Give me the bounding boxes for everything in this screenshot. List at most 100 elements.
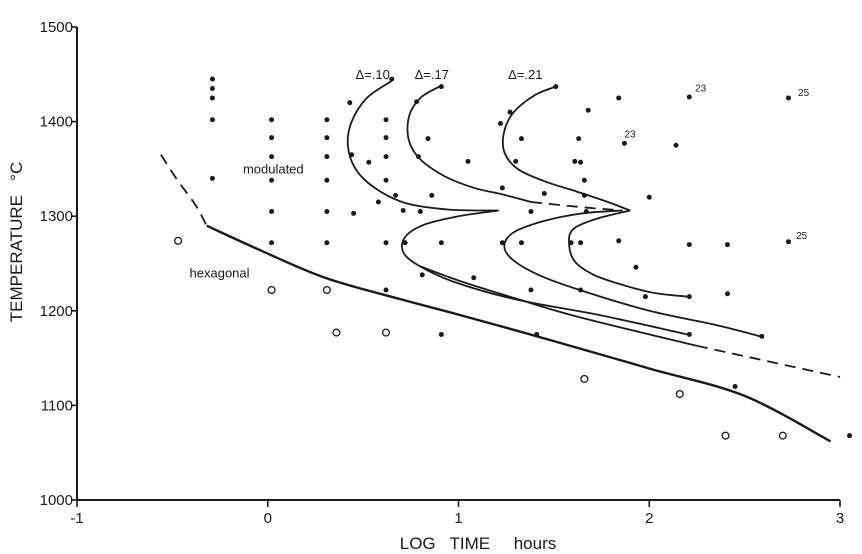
y-tick-label: 1400 <box>40 114 73 131</box>
filled-data-point <box>578 240 584 246</box>
annotation-label: 25 <box>796 231 808 242</box>
curve-0 <box>206 224 832 443</box>
filled-data-point <box>347 100 353 106</box>
filled-data-point <box>324 240 330 246</box>
filled-data-point <box>375 199 381 205</box>
filled-data-point <box>518 136 524 142</box>
filled-data-point <box>349 152 355 158</box>
filled-data-point <box>438 331 444 337</box>
filled-data-point <box>425 136 431 142</box>
filled-data-point <box>633 264 639 270</box>
filled-data-point <box>269 117 275 123</box>
filled-data-point <box>513 158 519 164</box>
filled-data-point <box>732 383 738 389</box>
filled-data-point <box>724 291 730 297</box>
curve-5 <box>530 201 623 212</box>
filled-data-point <box>419 272 425 278</box>
axes <box>76 27 840 501</box>
filled-data-point <box>324 177 330 183</box>
filled-data-point <box>351 210 357 216</box>
filled-data-point <box>269 240 275 246</box>
filled-data-point <box>324 135 330 141</box>
annotation-label: hexagonal <box>190 266 250 281</box>
filled-data-point <box>209 95 215 101</box>
annotations: modulated hexagonal Δ=.10 Δ=.17 Δ=.21 23 25 23 2… <box>190 67 810 281</box>
curve-7 <box>501 85 631 212</box>
filled-data-point <box>269 177 275 183</box>
data-points <box>174 76 853 440</box>
filled-data-point <box>497 120 503 126</box>
annotation-label: 25 <box>798 88 810 99</box>
y-tick-label: 1100 <box>41 397 73 414</box>
filled-data-point <box>568 240 574 246</box>
open-data-point <box>721 431 730 440</box>
filled-data-point <box>673 142 679 148</box>
filled-data-point <box>414 99 420 105</box>
y-tick-label: 1500 <box>40 19 73 36</box>
open-data-point <box>322 285 331 295</box>
filled-data-point <box>471 275 477 281</box>
filled-data-point <box>366 159 372 165</box>
curve-4 <box>406 84 532 203</box>
curve-3 <box>401 209 688 336</box>
filled-data-point <box>383 287 389 293</box>
open-data-point <box>675 389 684 399</box>
x-tick-label: 0 <box>264 510 272 527</box>
filled-data-point <box>324 208 330 214</box>
filled-data-point <box>393 192 399 198</box>
curve-1 <box>160 154 208 227</box>
filled-data-point <box>686 294 692 300</box>
filled-data-point <box>578 287 584 293</box>
y-tick-label: 1200 <box>40 303 73 320</box>
filled-data-point <box>534 331 540 337</box>
filled-data-point <box>528 287 534 293</box>
curve-8 <box>568 209 688 298</box>
filled-data-point <box>507 109 513 115</box>
open-data-point <box>267 285 276 295</box>
filled-data-point <box>759 333 765 339</box>
filled-data-point <box>686 94 692 100</box>
filled-data-point <box>269 135 275 141</box>
filled-data-point <box>499 240 505 246</box>
filled-data-point <box>383 117 389 123</box>
filled-data-point <box>785 239 791 245</box>
annotation-label: modulated <box>243 162 304 177</box>
filled-data-point <box>209 117 215 123</box>
filled-data-point <box>438 240 444 246</box>
filled-data-point <box>581 192 587 198</box>
filled-data-point <box>383 154 389 160</box>
filled-data-point <box>389 76 395 82</box>
curve-9 <box>420 265 698 347</box>
open-data-point <box>580 374 589 383</box>
filled-data-point <box>642 294 648 300</box>
filled-data-point <box>686 331 692 337</box>
filled-data-point <box>541 190 547 196</box>
y-tick-label: 1300 <box>40 208 73 225</box>
filled-data-point <box>616 95 622 101</box>
filled-data-point <box>400 208 406 214</box>
x-tick-label: -1 <box>70 510 83 527</box>
filled-data-point <box>402 240 408 246</box>
curves <box>160 80 841 443</box>
y-tick-label: 1000 <box>40 492 73 509</box>
filled-data-point <box>646 194 652 200</box>
open-data-point <box>332 328 341 337</box>
x-tick-label: 1 <box>454 510 462 527</box>
filled-data-point <box>417 208 423 214</box>
filled-data-point <box>576 136 582 142</box>
filled-data-point <box>269 154 275 160</box>
y-axis-title: TEMPERATURE °C <box>7 162 26 322</box>
curve-2 <box>346 80 499 212</box>
open-data-point <box>778 431 787 440</box>
filled-data-point <box>785 95 791 101</box>
filled-data-point <box>724 242 730 248</box>
annotation-label: Δ=.17 <box>415 67 449 82</box>
filled-data-point <box>383 177 389 183</box>
filled-data-point <box>429 192 435 198</box>
filled-data-point <box>578 159 584 165</box>
x-tick-label: 2 <box>645 510 653 527</box>
filled-data-point <box>518 240 524 246</box>
filled-data-point <box>572 158 578 164</box>
